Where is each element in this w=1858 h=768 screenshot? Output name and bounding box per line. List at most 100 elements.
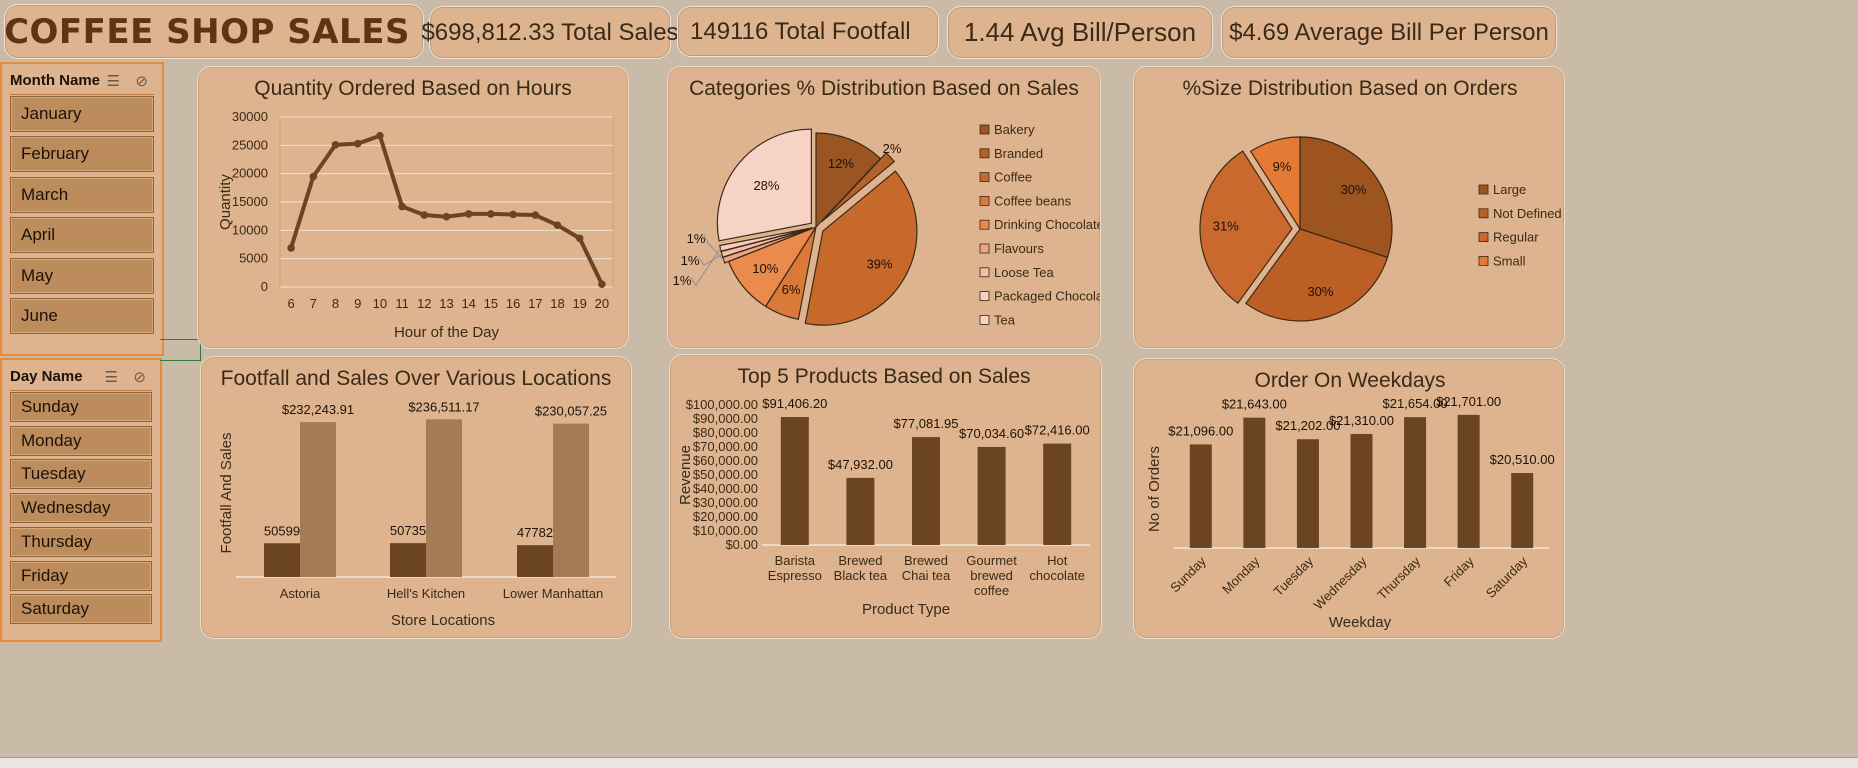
x-tick-label: 18 [550, 296, 564, 311]
month-slicer-item-march[interactable]: March [10, 176, 154, 213]
bar [977, 446, 1006, 545]
data-label: 30% [1307, 284, 1333, 299]
locations-bar-chart-panel: Footfall and Sales Over Various Location… [200, 356, 632, 639]
bar [517, 545, 553, 577]
day-slicer-item-sunday[interactable]: Sunday [10, 392, 152, 422]
pie-slice [1249, 136, 1301, 232]
x-tick-label: Brewed [838, 553, 882, 568]
x-tick-label: 20 [595, 296, 609, 311]
bar [1350, 433, 1373, 548]
month-slicer-item-may[interactable]: May [10, 257, 154, 294]
clear-filter-icon[interactable]: ⊘ [135, 73, 148, 90]
day-slicer-item-friday[interactable]: Friday [10, 560, 152, 591]
kpi-avg-bill-person: 1.44 Avg Bill/Person [947, 6, 1213, 59]
legend-swatch [1478, 208, 1489, 219]
sheet-tab-bar[interactable] [0, 757, 1858, 768]
bar [1189, 444, 1212, 548]
bar [846, 477, 875, 545]
day-slicer: Day Name ☰ ⊘ Sunday Monday Tuesday Wednesda… [0, 358, 162, 642]
bar [912, 437, 940, 545]
pie-slice [1199, 150, 1293, 305]
day-slicer-item-thursday[interactable]: Thursday [10, 526, 152, 557]
pie-slice [821, 152, 896, 222]
day-slicer-item-tuesday[interactable]: Tuesday [10, 459, 152, 490]
data-point [509, 210, 517, 219]
clear-filter-icon[interactable]: ⊘ [133, 369, 146, 386]
x-tick-label: brewed [970, 568, 1013, 583]
legend-swatch [1478, 184, 1489, 195]
day-slicer-item-saturday[interactable]: Saturday [10, 594, 152, 625]
x-tick-label: 12 [417, 296, 431, 311]
kpi-total-sales: $698,812.33 Total Sales [421, 6, 679, 59]
data-label: 1% [687, 231, 706, 246]
day-slicer-item-monday[interactable]: Monday [10, 425, 152, 456]
x-tick-label: 16 [506, 296, 520, 311]
bar [300, 422, 336, 577]
x-tick-label: 7 [310, 296, 317, 311]
data-label: $21,701.00 [1436, 394, 1501, 409]
x-tick-label: Espresso [768, 568, 822, 583]
weekday-bar-chart-panel: Order On Weekdays $21,096.00 Sunday $21,643… [1133, 358, 1565, 639]
data-label: 50599 [264, 523, 300, 538]
data-label: 28% [753, 178, 779, 193]
legend-entry: Tea [994, 312, 1016, 327]
month-slicer: Month Name ☰ ⊘ January February March April… [0, 62, 164, 356]
legend-entry: Small [1493, 253, 1526, 268]
size-pie-chart-panel: %Size Distribution Based on Orders 30% 30%… [1133, 66, 1565, 349]
chart-title: Order On Weekdays [1254, 369, 1445, 392]
legend-swatch [1478, 232, 1489, 243]
legend-swatch [979, 195, 990, 206]
legend-swatch [979, 172, 990, 182]
y-axis-label: Revenue [677, 445, 694, 505]
y-tick-label: $10,000.00 [693, 523, 758, 538]
month-slicer-item-february[interactable]: February [10, 136, 154, 173]
legend-swatch [979, 243, 990, 254]
data-label: 2% [883, 141, 902, 156]
hours-line-chart: Quantity Ordered Based on Hours 0 5000 1000… [217, 77, 614, 341]
data-label: 1% [673, 273, 692, 288]
y-tick-label: $60,000.00 [693, 453, 758, 468]
x-tick-label: Black tea [834, 568, 888, 583]
y-tick-label: $90,000.00 [693, 411, 758, 426]
cell-selection-border [160, 339, 201, 361]
x-tick-label: 13 [439, 296, 453, 311]
multi-select-icon[interactable]: ☰ [106, 73, 120, 90]
data-point [376, 131, 384, 140]
y-tick-label: 5000 [239, 251, 268, 266]
day-slicer-title: Day Name [10, 368, 83, 385]
y-tick-label: 20000 [232, 166, 268, 181]
legend-entry: Loose Tea [994, 265, 1055, 280]
bar [1404, 417, 1427, 548]
y-tick-label: 30000 [232, 109, 268, 124]
bar [264, 543, 300, 577]
kpi-average-bill-per-person-text: $4.69 Average Bill Per Person [1229, 18, 1549, 46]
pie-slice [1245, 228, 1389, 322]
y-tick-label: $80,000.00 [693, 425, 758, 440]
series-line [289, 133, 604, 286]
dashboard-title: COFFEE SHOP SALES [4, 11, 410, 52]
chart-title: Footfall and Sales Over Various Location… [221, 367, 612, 390]
data-label: $21,202.00 [1275, 418, 1340, 433]
month-slicer-item-april[interactable]: April [10, 217, 154, 254]
day-slicer-header: Day Name ☰ ⊘ [10, 368, 152, 391]
y-axis-label: No of Orders [1146, 446, 1163, 532]
y-tick-label: 25000 [232, 137, 268, 152]
locations-bar-chart: Footfall and Sales Over Various Location… [218, 367, 616, 629]
legend-entry: Regular [1493, 230, 1539, 245]
data-label: $236,511.17 [408, 399, 479, 414]
data-label: 30% [1341, 182, 1367, 197]
month-slicer-item-june[interactable]: June [10, 298, 154, 334]
y-tick-label: 10000 [232, 222, 268, 237]
data-point [309, 172, 318, 181]
multi-select-icon[interactable]: ☰ [104, 369, 118, 386]
data-label: 10% [752, 261, 778, 276]
x-tick-label: 10 [373, 296, 387, 311]
x-tick-label: Saturday [1483, 553, 1531, 601]
hours-line-chart-panel: Quantity Ordered Based on Hours 0 5000 1000… [197, 66, 629, 349]
y-tick-label: $0.00 [725, 537, 758, 552]
month-slicer-item-january[interactable]: January [10, 96, 154, 132]
day-slicer-item-wednesday[interactable]: Wednesday [10, 493, 152, 524]
y-axis-label: Quantity [217, 174, 234, 230]
data-label: 39% [867, 257, 893, 272]
data-label: $70,034.60 [959, 426, 1024, 441]
